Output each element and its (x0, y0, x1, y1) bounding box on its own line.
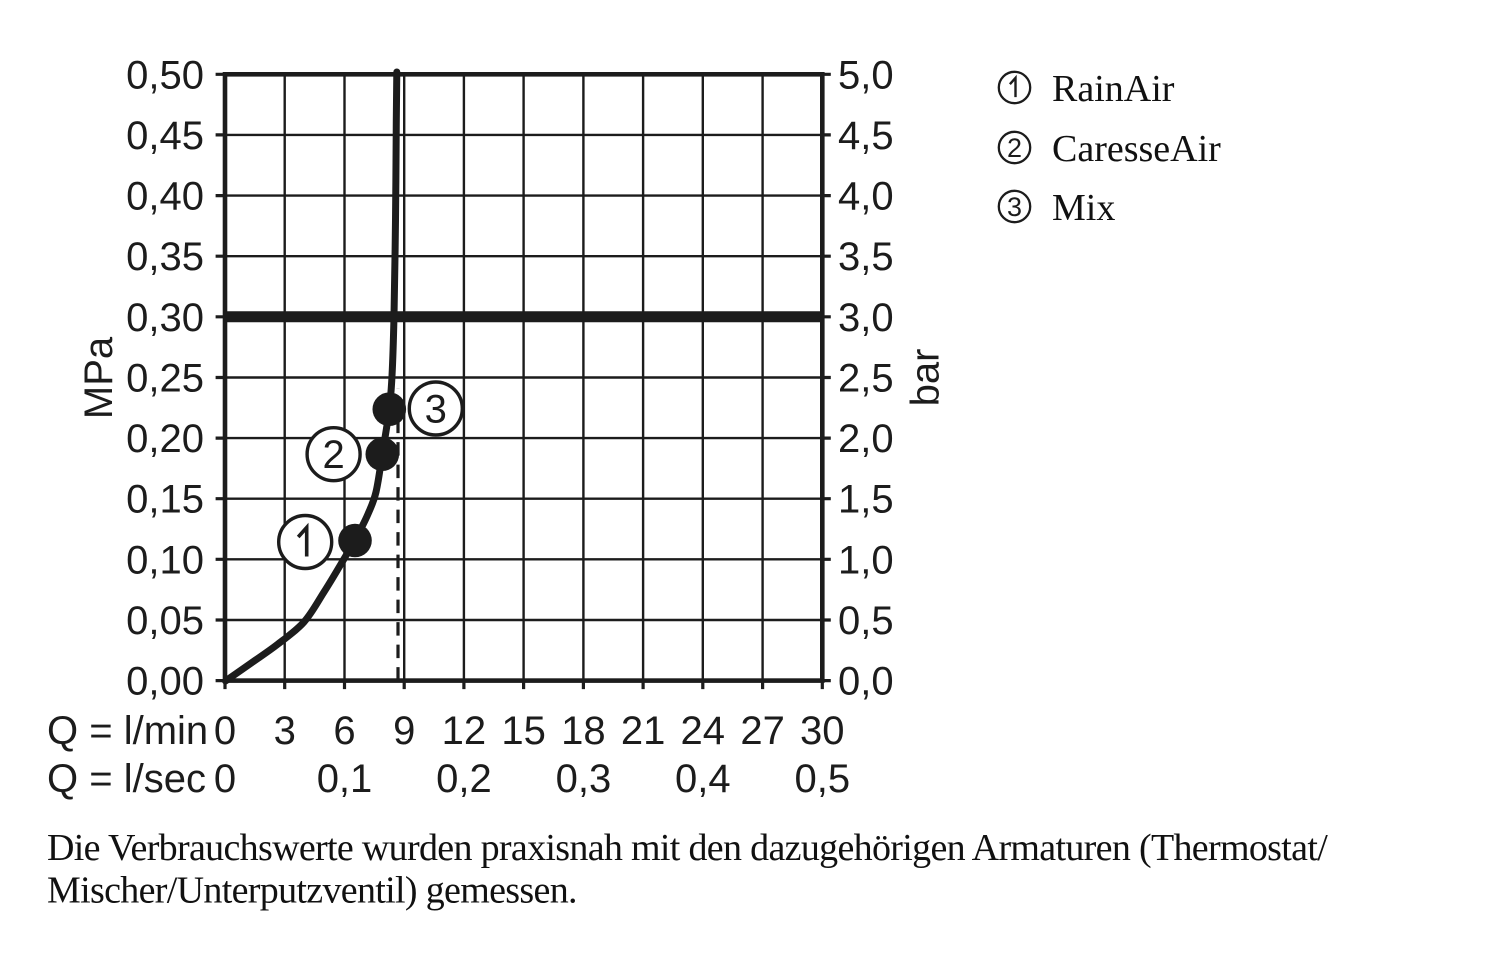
svg-text:12: 12 (442, 709, 487, 753)
svg-text:0,15: 0,15 (126, 478, 204, 522)
svg-text:6: 6 (333, 709, 355, 753)
svg-text:18: 18 (561, 709, 606, 753)
svg-text:2,5: 2,5 (838, 357, 894, 401)
svg-text:MPa: MPa (77, 336, 121, 419)
svg-text:0: 0 (214, 709, 236, 753)
svg-text:0,5: 0,5 (794, 757, 850, 801)
svg-text:4,5: 4,5 (838, 114, 894, 158)
svg-text:0,00: 0,00 (126, 660, 204, 704)
svg-text:Q = l/min: Q = l/min (47, 709, 208, 753)
svg-text:1,5: 1,5 (838, 478, 894, 522)
svg-text:Die Verbrauchswerte wurden pra: Die Verbrauchswerte wurden praxisnah mit… (47, 827, 1328, 869)
svg-text:Mix: Mix (1052, 187, 1115, 229)
svg-text:Q = l/sec: Q = l/sec (47, 757, 206, 801)
svg-text:24: 24 (681, 709, 726, 753)
svg-text:1,0: 1,0 (838, 538, 894, 582)
svg-text:3,0: 3,0 (838, 296, 894, 340)
svg-text:0,40: 0,40 (126, 175, 204, 219)
svg-text:2: 2 (1007, 133, 1022, 163)
svg-text:2,0: 2,0 (838, 417, 894, 461)
svg-text:3,5: 3,5 (838, 235, 894, 279)
svg-text:0,10: 0,10 (126, 538, 204, 582)
svg-text:0,50: 0,50 (126, 53, 204, 97)
svg-text:0,1: 0,1 (317, 757, 373, 801)
svg-text:27: 27 (740, 709, 785, 753)
svg-text:3: 3 (274, 709, 296, 753)
svg-text:CaresseAir: CaresseAir (1052, 128, 1221, 170)
svg-text:15: 15 (501, 709, 546, 753)
svg-text:0,25: 0,25 (126, 357, 204, 401)
svg-text:0,35: 0,35 (126, 235, 204, 279)
svg-text:0,3: 0,3 (556, 757, 612, 801)
svg-text:3: 3 (425, 388, 447, 432)
svg-text:4,0: 4,0 (838, 175, 894, 219)
svg-text:5,0: 5,0 (838, 53, 894, 97)
svg-text:0,05: 0,05 (126, 599, 204, 643)
svg-text:Mischer/Unterputzventil) gemes: Mischer/Unterputzventil) gemessen. (47, 870, 577, 912)
svg-text:RainAir: RainAir (1052, 68, 1175, 110)
svg-text:0: 0 (214, 757, 236, 801)
svg-text:0,45: 0,45 (126, 114, 204, 158)
svg-text:bar: bar (904, 349, 948, 407)
svg-text:0,20: 0,20 (126, 417, 204, 461)
svg-text:0,4: 0,4 (675, 757, 731, 801)
svg-text:0,5: 0,5 (838, 599, 894, 643)
svg-text:0,2: 0,2 (436, 757, 492, 801)
svg-text:9: 9 (393, 709, 415, 753)
svg-text:21: 21 (621, 709, 666, 753)
svg-text:0,0: 0,0 (838, 660, 894, 704)
svg-text:30: 30 (800, 709, 845, 753)
svg-text:3: 3 (1007, 192, 1022, 222)
svg-text:2: 2 (322, 433, 344, 477)
svg-text:0,30: 0,30 (126, 296, 204, 340)
